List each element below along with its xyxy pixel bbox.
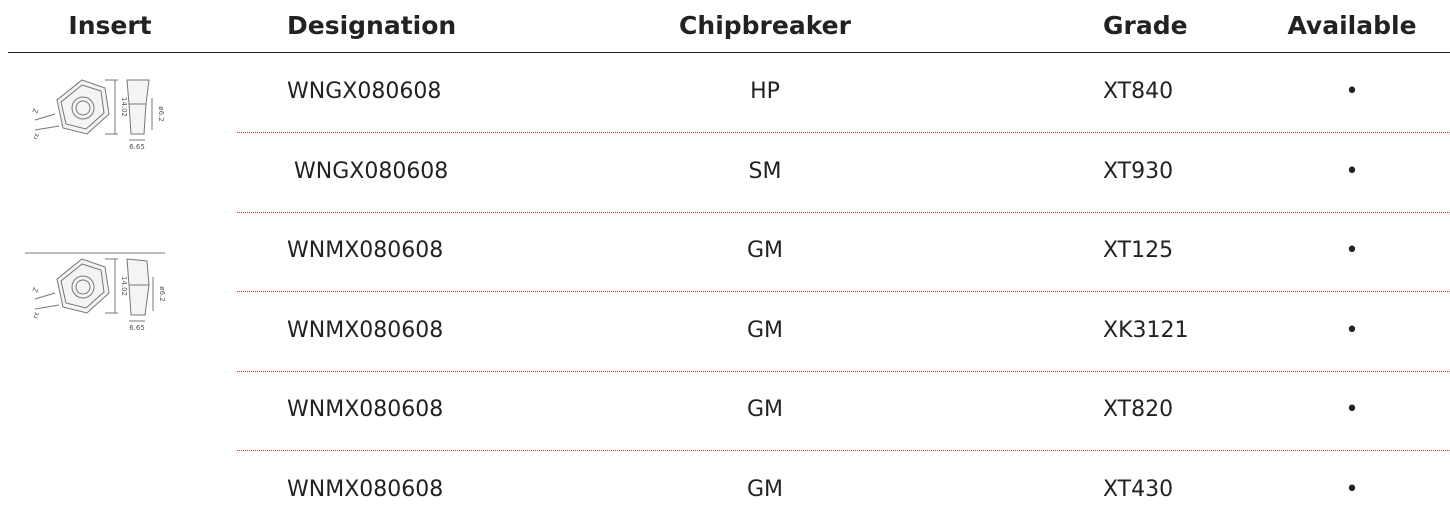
- available-mark: •: [1345, 477, 1359, 502]
- available-mark: •: [1345, 79, 1359, 104]
- cell: GM: [746, 317, 784, 343]
- cell: XT930: [1103, 158, 1174, 184]
- available-mark: •: [1345, 158, 1359, 184]
- column-header: Grade: [1103, 11, 1188, 40]
- cell: XT820: [1103, 397, 1174, 423]
- dimension-label: 14.02: [120, 97, 128, 117]
- dimension-label: 6.65: [129, 324, 145, 332]
- dimension-label: 14.02: [120, 276, 128, 296]
- column-header: Insert: [68, 11, 152, 40]
- cell: GM: [746, 477, 784, 502]
- cell: XT125: [1103, 238, 1174, 264]
- cell: HP: [750, 79, 780, 104]
- cell: XT430: [1103, 477, 1174, 502]
- cell: WNMX080608: [287, 397, 444, 423]
- cell: SM: [748, 158, 782, 184]
- row-separator: [237, 291, 1450, 293]
- insert-drawing: 14.02 6.65 ø6.2 Z rε: [31, 79, 165, 151]
- cell: XK3121: [1103, 317, 1189, 343]
- cell: GM: [746, 238, 784, 264]
- column-header: Designation: [287, 11, 457, 40]
- column-header: Chipbreaker: [679, 11, 851, 40]
- dimension-label: Z: [31, 107, 40, 114]
- dimension-label: 6.65: [129, 143, 145, 151]
- insert-drawing: 14.02 6.65 ø6.2 Z rε: [25, 252, 166, 332]
- dimension-label: ø6.2: [157, 106, 165, 121]
- cell: WNMX080608: [287, 477, 444, 502]
- column-header: Available: [1287, 11, 1417, 40]
- cell: WNGX080608: [287, 79, 442, 104]
- available-mark: •: [1345, 317, 1359, 343]
- cell: WNMX080608: [287, 317, 444, 343]
- dimension-label: rε: [31, 131, 41, 140]
- available-mark: •: [1345, 397, 1359, 423]
- cell: WNMX080608: [287, 238, 444, 264]
- header-rule: [8, 52, 1450, 53]
- row-separator: [237, 450, 1450, 452]
- dimension-label: ø6.2: [158, 286, 166, 301]
- dimension-label: rε: [31, 310, 41, 319]
- available-mark: •: [1345, 238, 1359, 264]
- row-separator: [237, 370, 1450, 372]
- dimension-label: Z: [31, 286, 40, 293]
- cell: XT840: [1103, 79, 1174, 104]
- row-separator: [237, 211, 1450, 213]
- row-separator: [237, 132, 1450, 133]
- cell: GM: [746, 397, 784, 423]
- cell: WNGX080608: [287, 158, 449, 184]
